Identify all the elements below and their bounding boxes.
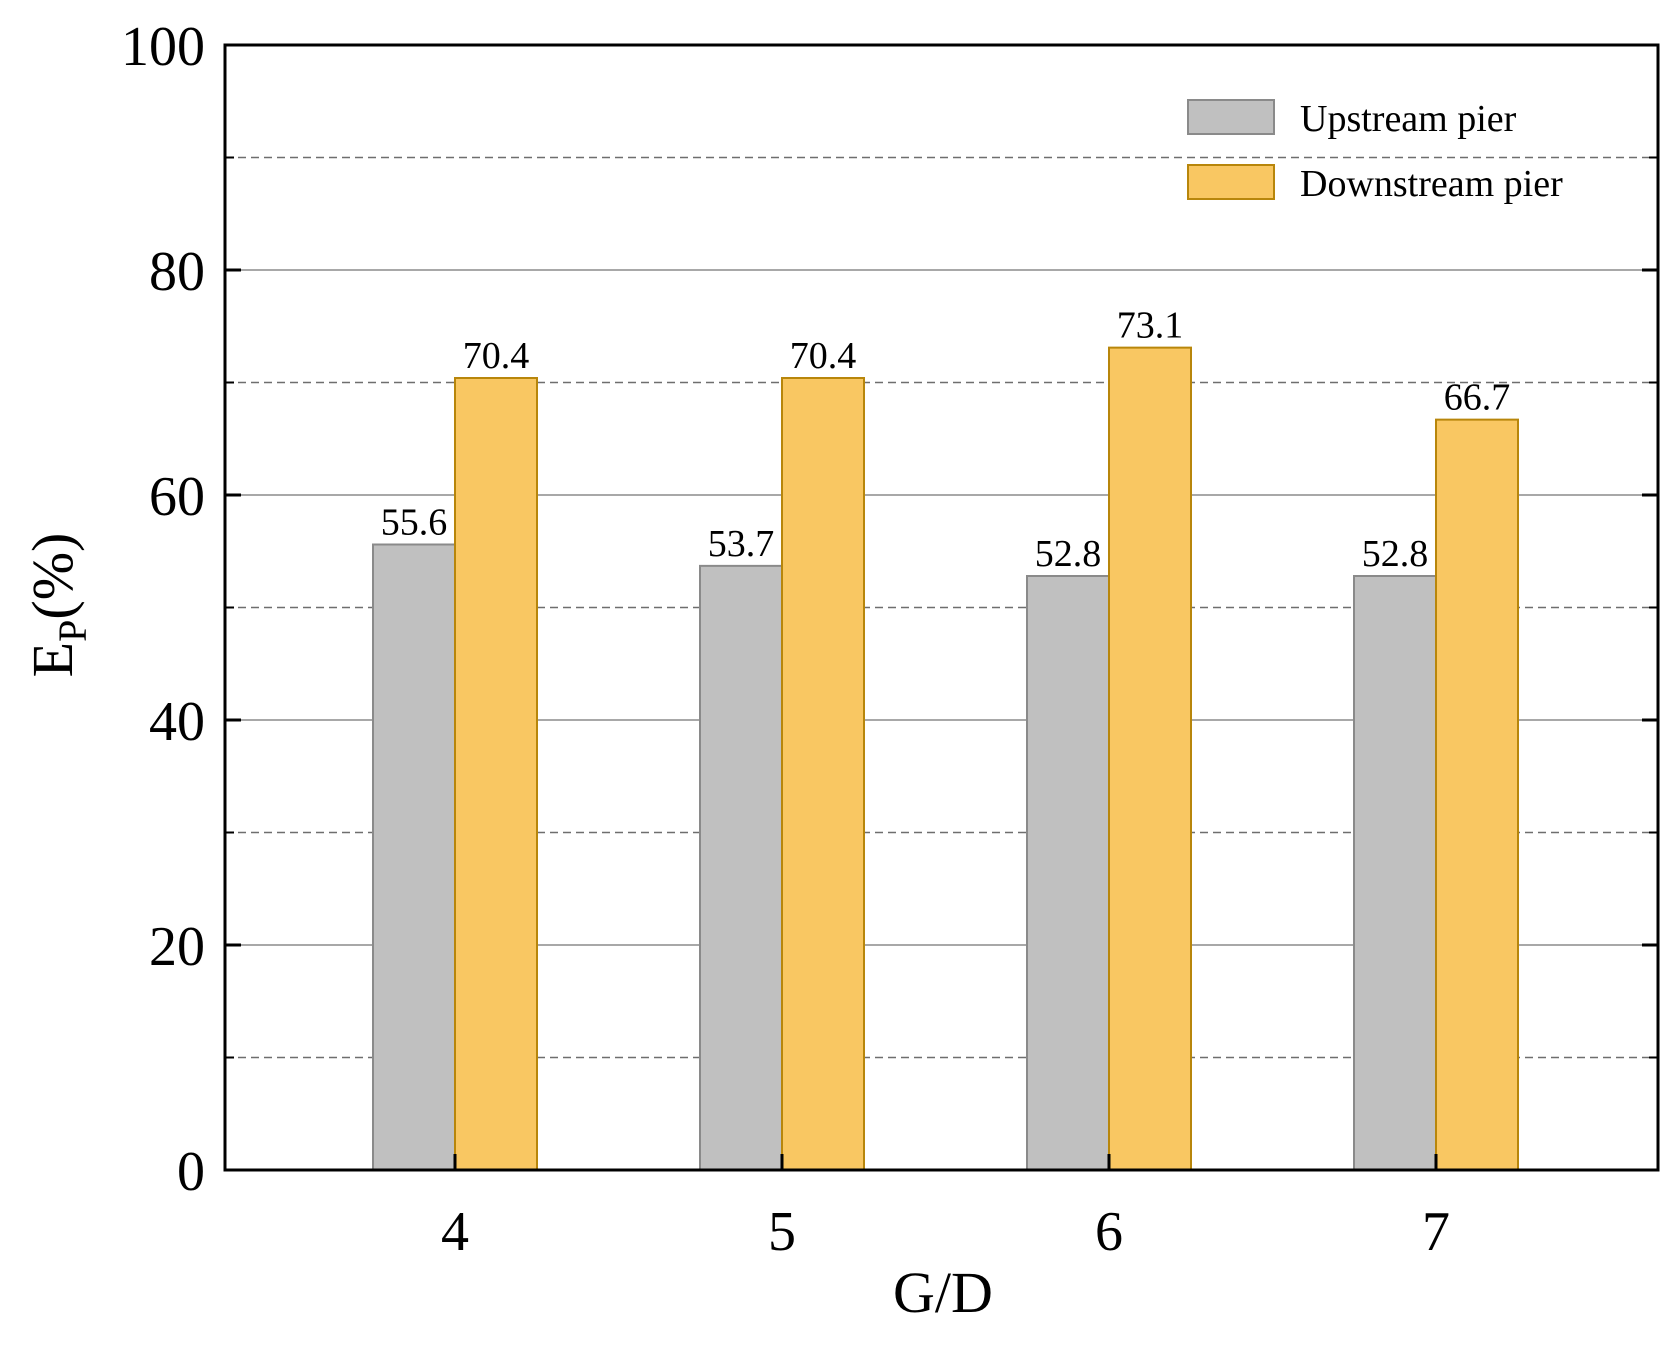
y-axis-title-unit: (%) <box>20 533 85 620</box>
legend-swatch-upstream <box>1187 99 1275 135</box>
y-tick-label: 20 <box>149 916 205 978</box>
y-axis-title: EP(%) <box>20 533 95 678</box>
y-axis-title-subscript: P <box>50 620 95 642</box>
x-tick-label: 4 <box>441 1201 469 1263</box>
data-label: 52.8 <box>1362 533 1429 575</box>
data-label-layer: 55.6 53.7 52.8 52.8 70.4 70.4 73.1 66.7 <box>381 305 1511 575</box>
data-label: 66.7 <box>1444 377 1511 419</box>
legend-label: Upstream pier <box>1300 98 1517 140</box>
bar-layer <box>372 346 1519 1171</box>
bar-upstream-6 <box>1026 575 1110 1171</box>
y-tick-label: 100 <box>121 16 205 78</box>
y-tick-label: 60 <box>149 466 205 528</box>
y-axis-title-main: E <box>20 642 85 677</box>
y-tick-label: 80 <box>149 241 205 303</box>
x-axis-title: G/D <box>893 1260 993 1325</box>
x-tick-label: 7 <box>1422 1201 1450 1263</box>
axis-layer: 0 20 40 60 80 100 4 5 6 7 <box>121 16 1660 1263</box>
x-tick-label: 6 <box>1095 1201 1123 1263</box>
y-tick-label: 0 <box>177 1141 205 1203</box>
legend-swatch-downstream <box>1187 164 1275 200</box>
bar-downstream-6 <box>1108 346 1192 1171</box>
bar-downstream-5 <box>781 377 865 1171</box>
bar-downstream-4 <box>454 377 538 1171</box>
bar-downstream-7 <box>1435 418 1519 1171</box>
legend: Upstream pier Downstream pier <box>1187 98 1563 205</box>
bar-upstream-7 <box>1353 575 1437 1171</box>
legend-label: Downstream pier <box>1300 163 1563 205</box>
data-label: 52.8 <box>1035 533 1102 575</box>
data-label: 73.1 <box>1117 305 1184 347</box>
data-label: 53.7 <box>708 523 775 565</box>
data-label: 70.4 <box>463 335 530 377</box>
bar-upstream-5 <box>699 564 783 1171</box>
x-tick-label: 5 <box>768 1201 796 1263</box>
y-tick-label: 40 <box>149 691 205 753</box>
data-label: 70.4 <box>790 335 857 377</box>
bar-upstream-4 <box>372 543 456 1171</box>
data-label: 55.6 <box>381 502 448 544</box>
